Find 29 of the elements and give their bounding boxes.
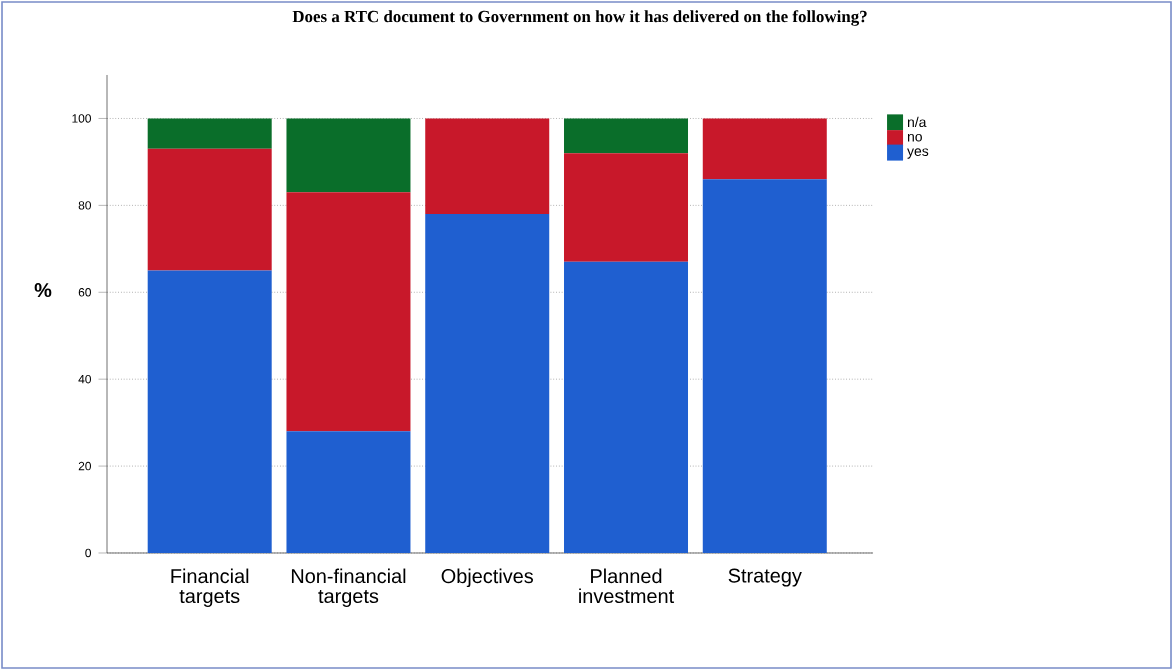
bar bbox=[147, 118, 272, 149]
x-tick-label: Planned investment bbox=[579, 568, 675, 604]
bar bbox=[286, 118, 411, 193]
bar bbox=[147, 148, 272, 271]
x-tick-label: Objectives bbox=[441, 568, 534, 588]
y-tick-label: 40 bbox=[78, 374, 91, 384]
y-tick-label: 60 bbox=[78, 288, 91, 297]
legend-label: yes bbox=[907, 148, 929, 159]
legend-label: n/a bbox=[907, 116, 927, 128]
x-tick-label: Financial targets bbox=[171, 568, 249, 608]
y-tick-label: 20 bbox=[78, 461, 91, 471]
bar bbox=[286, 192, 411, 432]
bar bbox=[702, 179, 827, 553]
bar bbox=[702, 118, 827, 180]
y-tick-label: 80 bbox=[78, 201, 91, 210]
bar bbox=[147, 270, 272, 553]
x-tick-label: Non-financial targets bbox=[291, 568, 406, 608]
x-tick-label: Strategy bbox=[728, 568, 802, 587]
bar bbox=[564, 153, 689, 262]
legend-label: no bbox=[907, 133, 922, 142]
bar bbox=[564, 118, 689, 154]
bar bbox=[286, 431, 411, 553]
y-tick-label: 100 bbox=[72, 114, 91, 123]
bar bbox=[425, 214, 550, 553]
bar bbox=[425, 118, 550, 215]
bar bbox=[564, 261, 689, 553]
y-axis-title: % bbox=[34, 283, 52, 298]
chart-title: Does a RTC document to Government on how it has delivered on the following? bbox=[292, 10, 867, 26]
y-tick-label: 0 bbox=[85, 548, 92, 558]
